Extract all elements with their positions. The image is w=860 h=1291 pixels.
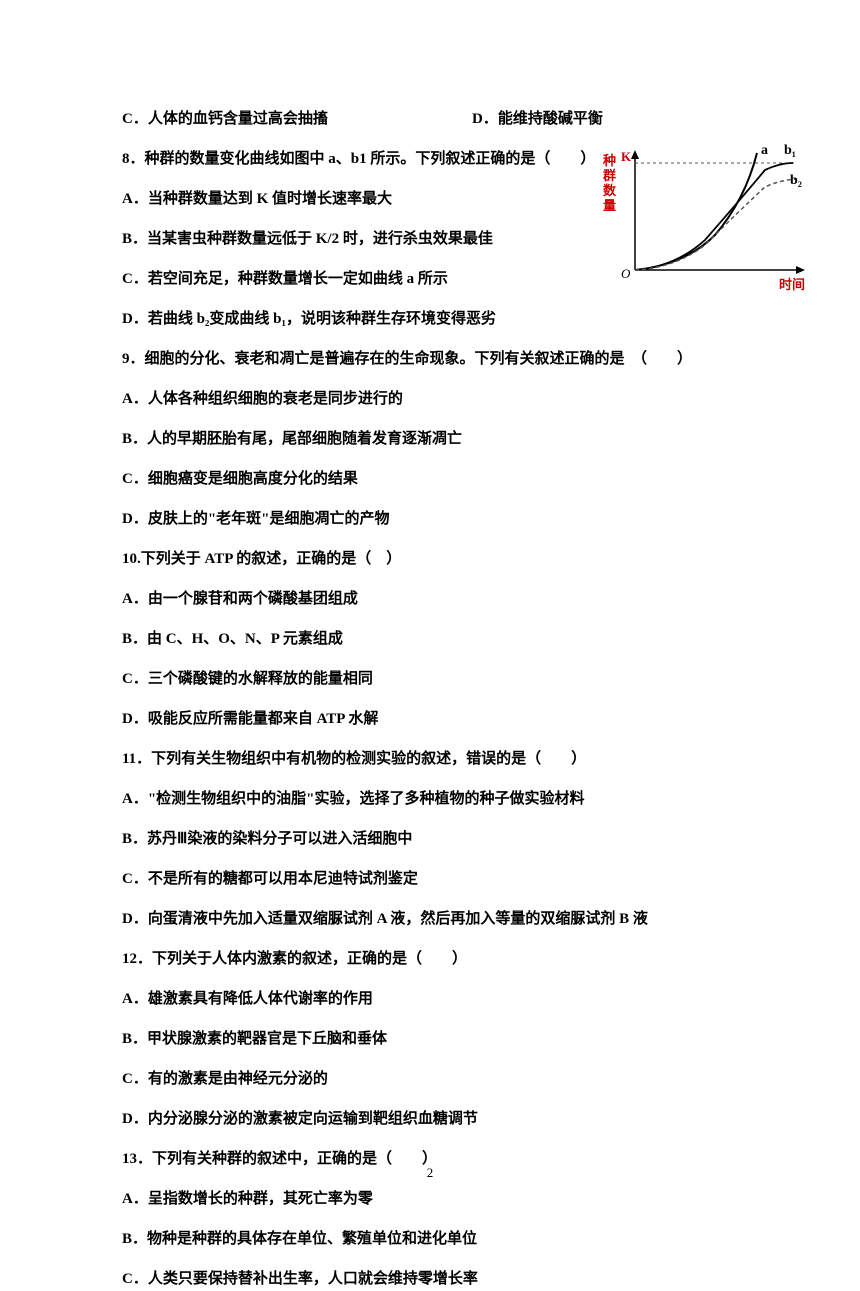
option-12a: A．雄激素具有降低人体代谢率的作用 [122, 988, 738, 1011]
option-9b: B．人的早期胚胎有尾，尾部细胞随着发育逐渐凋亡 [122, 428, 738, 451]
option-12b: B．甲状腺激素的靶器官是下丘脑和垂体 [122, 1028, 738, 1051]
question-11: 11．下列有关生物组织中有机物的检测实验的叙述，错误的是（ ） [122, 748, 738, 771]
question-9: 9．细胞的分化、衰老和凋亡是普遍存在的生命现象。下列有关叙述正确的是 （ ） [122, 348, 738, 371]
option-9c: C．细胞癌变是细胞高度分化的结果 [122, 468, 738, 491]
option-7d: D．能维持酸碱平衡 [472, 108, 603, 131]
option-13b: B．物种是种群的具体存在单位、繁殖单位和进化单位 [122, 1228, 738, 1251]
option-11d: D．向蛋清液中先加入适量双缩脲试剂 A 液，然后再加入等量的双缩脲试剂 B 液 [122, 908, 738, 931]
question-10: 10.下列关于 ATP 的叙述，正确的是（ ） [122, 548, 738, 571]
chart-y-axis-label: 种群数量 [603, 153, 616, 213]
option-13c: C．人类只要保持替补出生率，人口就会维持零增长率 [122, 1268, 738, 1291]
option-12d: D．内分泌腺分泌的激素被定向运输到靶组织血糖调节 [122, 1108, 738, 1131]
population-growth-chart: 种群数量 K 时间 O a b₁ b₂ [605, 145, 810, 290]
option-8d: D．若曲线 b₂变成曲线 b₁，说明该种群生存环境变得恶劣 [122, 308, 738, 331]
option-12c: C．有的激素是由神经元分泌的 [122, 1068, 738, 1091]
page-number: 2 [427, 1165, 434, 1181]
option-10c: C．三个磷酸键的水解释放的能量相同 [122, 668, 738, 691]
option-10a: A．由一个腺苷和两个磷酸基团组成 [122, 588, 738, 611]
chart-curve-b2-label: b₂ [790, 173, 802, 189]
question-7-options-cd: C．人体的血钙含量过高会抽搐 D．能维持酸碱平衡 [122, 108, 738, 131]
option-13a: A．呈指数增长的种群，其死亡率为零 [122, 1188, 738, 1211]
option-10d: D．吸能反应所需能量都来自 ATP 水解 [122, 708, 738, 731]
option-7c: C．人体的血钙含量过高会抽搐 [122, 108, 472, 131]
chart-svg [605, 145, 810, 290]
chart-curve-b1-label: b₁ [784, 143, 796, 159]
option-11c: C．不是所有的糖都可以用本尼迪特试剂鉴定 [122, 868, 738, 891]
option-10b: B．由 C、H、O、N、P 元素组成 [122, 628, 738, 651]
chart-x-axis-label: 时间 [779, 274, 805, 293]
chart-k-label: K [621, 149, 631, 165]
chart-origin-label: O [621, 266, 630, 282]
option-11a: A．"检测生物组织中的油脂"实验，选择了多种植物的种子做实验材料 [122, 788, 738, 811]
option-9a: A．人体各种组织细胞的衰老是同步进行的 [122, 388, 738, 411]
option-11b: B．苏丹Ⅲ染液的染料分子可以进入活细胞中 [122, 828, 738, 851]
option-9d: D．皮肤上的"老年斑"是细胞凋亡的产物 [122, 508, 738, 531]
question-12: 12．下列关于人体内激素的叙述，正确的是（ ） [122, 948, 738, 971]
chart-curve-a-label: a [761, 143, 768, 159]
